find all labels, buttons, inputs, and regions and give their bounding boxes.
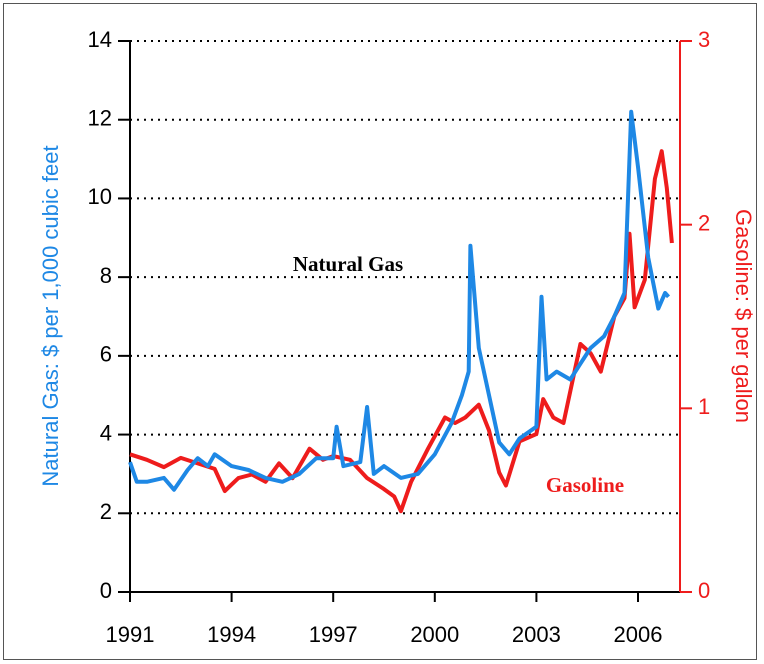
y2-tick-label: 1 <box>698 394 710 419</box>
y2-axis-label: Gasoline: $ per gallon <box>731 209 756 423</box>
annotation: Natural Gas <box>293 252 403 276</box>
x-tick-label: 2000 <box>410 622 459 647</box>
y-tick-label: 0 <box>100 578 112 603</box>
y-tick-label: 10 <box>88 184 112 209</box>
y2-tick-label: 2 <box>698 210 710 235</box>
y-tick-label: 2 <box>100 499 112 524</box>
x-tick-label: 1991 <box>106 622 155 647</box>
y-axis-label: Natural Gas: $ per 1,000 cubic feet <box>38 145 63 486</box>
y2-tick-label: 0 <box>698 578 710 603</box>
x-tick-label: 2006 <box>614 622 663 647</box>
x-tick-label: 2003 <box>512 622 561 647</box>
series-line <box>128 109 671 492</box>
y-tick-label: 12 <box>88 106 112 131</box>
x-tick-label: 1997 <box>309 622 358 647</box>
y-tick-label: 4 <box>100 420 112 445</box>
y2-tick-label: 3 <box>698 27 710 52</box>
y-tick-label: 6 <box>100 342 112 367</box>
y-tick-label: 14 <box>88 27 112 52</box>
y-tick-label: 8 <box>100 263 112 288</box>
frame <box>3 3 757 660</box>
annotation: Gasoline <box>546 473 624 497</box>
x-tick-label: 1994 <box>207 622 256 647</box>
